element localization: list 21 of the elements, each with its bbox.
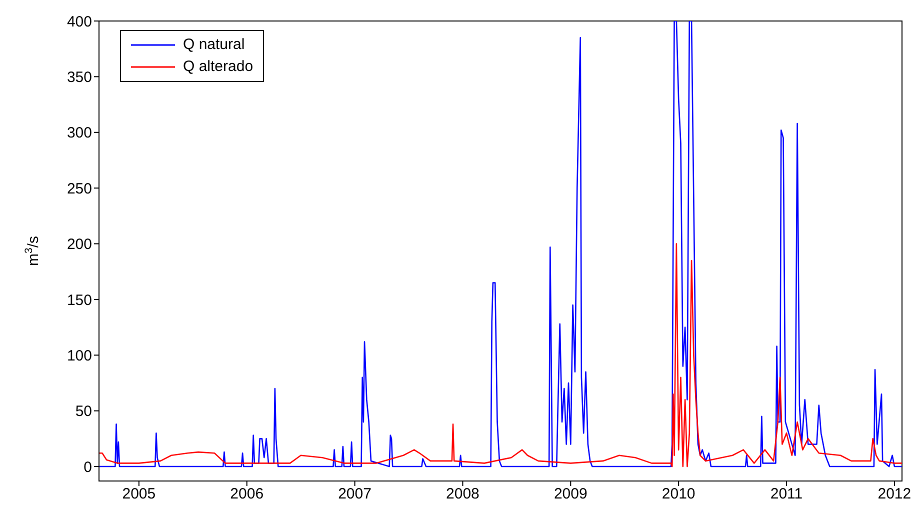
y-tick-label: 50 (75, 403, 92, 420)
legend-label: Q alterado (183, 57, 254, 77)
y-tick-label: 0 (84, 458, 92, 476)
y-tick-label: 300 (66, 124, 92, 142)
y-tick-label: 200 (66, 236, 92, 254)
y-tick-label: 250 (66, 180, 92, 198)
x-tick-label: 2011 (770, 486, 803, 503)
legend-label: Q natural (183, 35, 245, 55)
x-tick-label: 2008 (446, 486, 480, 503)
y-tick-label: 100 (66, 347, 92, 364)
y-tick-label: 150 (66, 292, 92, 309)
x-tick-label: 2012 (878, 486, 912, 503)
y-tick-label: 350 (66, 69, 92, 86)
y-tick-label: 400 (66, 13, 92, 30)
x-tick-label: 2009 (554, 486, 588, 503)
x-tick-label: 2005 (122, 486, 156, 503)
x-tick-label: 2010 (662, 486, 696, 503)
line-series (99, 243, 902, 468)
x-tick-label: 2007 (338, 486, 372, 503)
x-tick-label: 2006 (230, 486, 264, 503)
line-series (99, 21, 902, 468)
